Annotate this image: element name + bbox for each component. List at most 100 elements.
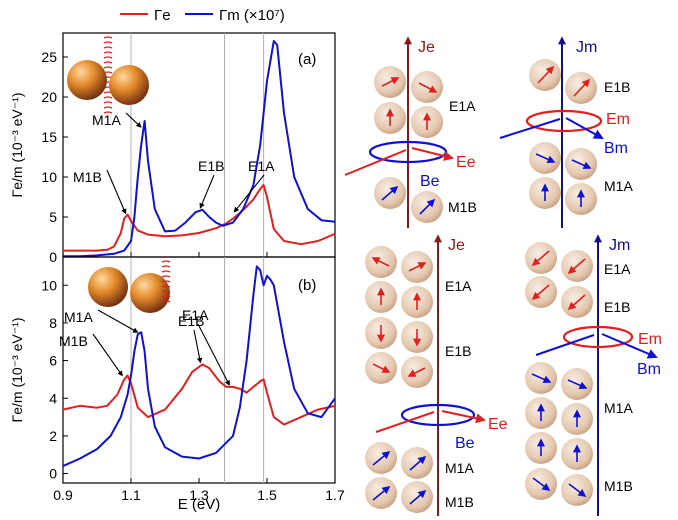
- series-line: [63, 184, 336, 252]
- schematic-a-right: Jm E1B Em Bm M1A: [499, 36, 633, 228]
- peak-arrow: [125, 112, 142, 128]
- mode-label-e1a: E1A: [604, 261, 631, 277]
- b-field-line: [499, 118, 561, 139]
- mode-label-e1b: E1B: [604, 299, 630, 315]
- peak-label: E1A: [248, 158, 275, 174]
- y-tick-label: 0: [49, 466, 57, 482]
- panel-a-frame: [62, 32, 336, 258]
- peak-label: M1B: [73, 169, 102, 185]
- nanosphere-left: [88, 267, 128, 307]
- label-ee: Ee: [456, 154, 476, 171]
- label-em: Em: [638, 331, 662, 348]
- b-field-loop: [400, 403, 476, 427]
- e-field-loop: [562, 325, 634, 349]
- panel-b-label: (b): [298, 277, 316, 294]
- e-field-loop: [525, 109, 603, 133]
- peak-arrow: [92, 333, 123, 377]
- mode-label-m1a: M1A: [445, 460, 474, 476]
- peak-arrow: [199, 174, 215, 209]
- peak-label: M1B: [59, 333, 88, 349]
- x-tick-label: 1.3: [189, 487, 209, 503]
- coil-icon: [103, 36, 113, 114]
- label-jm: Jm: [576, 39, 597, 56]
- label-bm: Bm: [604, 140, 628, 157]
- peak-label: E1B: [198, 158, 224, 174]
- x-tick-label: 1.5: [257, 487, 277, 503]
- bead-group-e1b: [365, 317, 433, 388]
- label-jm: Jm: [609, 237, 630, 254]
- y-tick-label: 25: [41, 49, 57, 65]
- mode-label-e1b: E1B: [604, 79, 630, 95]
- nanosphere-left: [67, 60, 107, 100]
- mode-label-e1a: E1A: [449, 98, 476, 114]
- y-tick-label: 4: [49, 390, 57, 406]
- bead-group-e1b: [529, 59, 597, 104]
- peak-arrow: [233, 174, 265, 213]
- x-tick-label: 0.9: [53, 487, 73, 503]
- y-tick-label: 5: [49, 209, 57, 225]
- y-tick-label: 15: [41, 129, 57, 145]
- peak-arrow: [197, 323, 230, 386]
- peak-label: E1B: [178, 313, 204, 329]
- dimer-inset-a: [67, 36, 149, 114]
- bead-group-e1a-e1b: [525, 242, 593, 318]
- series-line: [63, 40, 336, 258]
- label-bm: Bm: [637, 361, 661, 378]
- schematic-b-right: Jm E1A E1B Em Bm M1A M1B: [525, 234, 662, 516]
- label-be: Be: [455, 435, 475, 452]
- y-tick-label: 8: [49, 315, 57, 331]
- peak-label: E1A: [182, 307, 209, 323]
- legend: Γe Γm (×10⁷): [120, 7, 285, 24]
- bead-group-m1b: [374, 177, 443, 223]
- panel-a-label: (a): [298, 51, 316, 68]
- panel-b-ylabel: Γe/m (10⁻³ eV⁻¹): [9, 318, 25, 423]
- panel-a: 0 5 10 15 20 25 M1A M1B E1B E1A (a) Γe/m (10⁻³ eV…: [9, 32, 336, 265]
- peak-label: M1A: [92, 112, 121, 128]
- nanosphere-right: [130, 273, 170, 313]
- peak-arrow: [193, 329, 203, 364]
- bead-group-e1a: [365, 246, 433, 318]
- label-je: Je: [418, 39, 435, 56]
- mode-label-m1a: M1A: [604, 178, 633, 194]
- dimer-inset-b: [88, 260, 171, 313]
- x-axis-label: E (eV): [178, 496, 221, 513]
- coil-icon: [161, 260, 171, 303]
- legend-label-e: Γe: [154, 7, 171, 24]
- series-line: [62, 265, 336, 468]
- mode-label-m1a: M1A: [604, 400, 633, 416]
- legend-label-m: Γm (×10⁷): [219, 7, 285, 24]
- x-tick-label: 1.7: [325, 487, 345, 503]
- schematic-a-left: Je E1A Ee Be M1B: [344, 36, 477, 228]
- panel-a-ylabel: Γe/m (10⁻³ eV⁻¹): [9, 93, 25, 198]
- b-field-line: [535, 334, 595, 356]
- peak-arrow: [106, 169, 127, 215]
- x-tick-label: 1.1: [121, 487, 141, 503]
- bead-group-e1a: [374, 66, 443, 138]
- peak-arrow: [97, 309, 139, 333]
- label-be: Be: [420, 173, 440, 190]
- label-je: Je: [448, 237, 465, 254]
- label-em: Em: [606, 111, 630, 128]
- series-line: [62, 363, 336, 426]
- label-ee: Ee: [488, 416, 508, 433]
- e-field-line: [344, 149, 407, 176]
- schematic-b-left: Je E1A E1B Ee Be M1A M1B: [365, 234, 508, 516]
- bead-group-m1a-m1b: [365, 442, 433, 513]
- y-tick-label: 0: [49, 249, 57, 265]
- mode-label-m1b: M1B: [448, 199, 477, 215]
- y-tick-label: 2: [49, 428, 57, 444]
- mode-label-m1b: M1B: [604, 478, 633, 494]
- y-tick-label: 10: [41, 277, 57, 293]
- y-tick-label: 20: [41, 89, 57, 105]
- nanosphere-right: [109, 65, 149, 105]
- mode-label-m1b: M1B: [445, 494, 474, 510]
- bead-group-m1a: [529, 142, 597, 215]
- peak-label: M1A: [64, 309, 93, 325]
- mode-label-e1b: E1B: [445, 343, 471, 359]
- y-tick-label: 6: [49, 353, 57, 369]
- mode-label-e1a: E1A: [445, 278, 472, 294]
- bead-group-m1a-m1b: [525, 362, 593, 506]
- y-tick-label: 10: [41, 169, 57, 185]
